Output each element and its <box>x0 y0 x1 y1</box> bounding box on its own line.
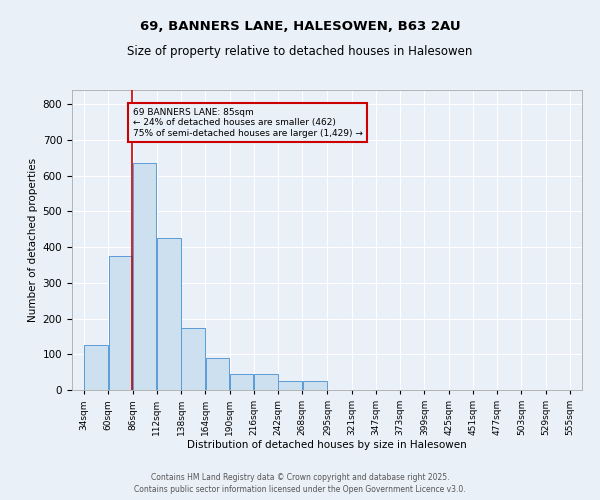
X-axis label: Distribution of detached houses by size in Halesowen: Distribution of detached houses by size … <box>187 440 467 450</box>
Bar <box>230 374 253 390</box>
Y-axis label: Number of detached properties: Number of detached properties <box>28 158 38 322</box>
Bar <box>85 346 108 390</box>
Text: 69 BANNERS LANE: 85sqm
← 24% of detached houses are smaller (462)
75% of semi-de: 69 BANNERS LANE: 85sqm ← 24% of detached… <box>133 108 362 138</box>
Bar <box>133 163 157 390</box>
Text: 69, BANNERS LANE, HALESOWEN, B63 2AU: 69, BANNERS LANE, HALESOWEN, B63 2AU <box>140 20 460 33</box>
Bar <box>109 256 132 390</box>
Text: Contains HM Land Registry data © Crown copyright and database right 2025.: Contains HM Land Registry data © Crown c… <box>151 473 449 482</box>
Bar <box>278 381 302 390</box>
Bar <box>206 358 229 390</box>
Bar <box>181 328 205 390</box>
Text: Size of property relative to detached houses in Halesowen: Size of property relative to detached ho… <box>127 45 473 58</box>
Text: Contains public sector information licensed under the Open Government Licence v3: Contains public sector information licen… <box>134 486 466 494</box>
Bar <box>254 374 278 390</box>
Bar <box>302 381 327 390</box>
Bar <box>157 238 181 390</box>
